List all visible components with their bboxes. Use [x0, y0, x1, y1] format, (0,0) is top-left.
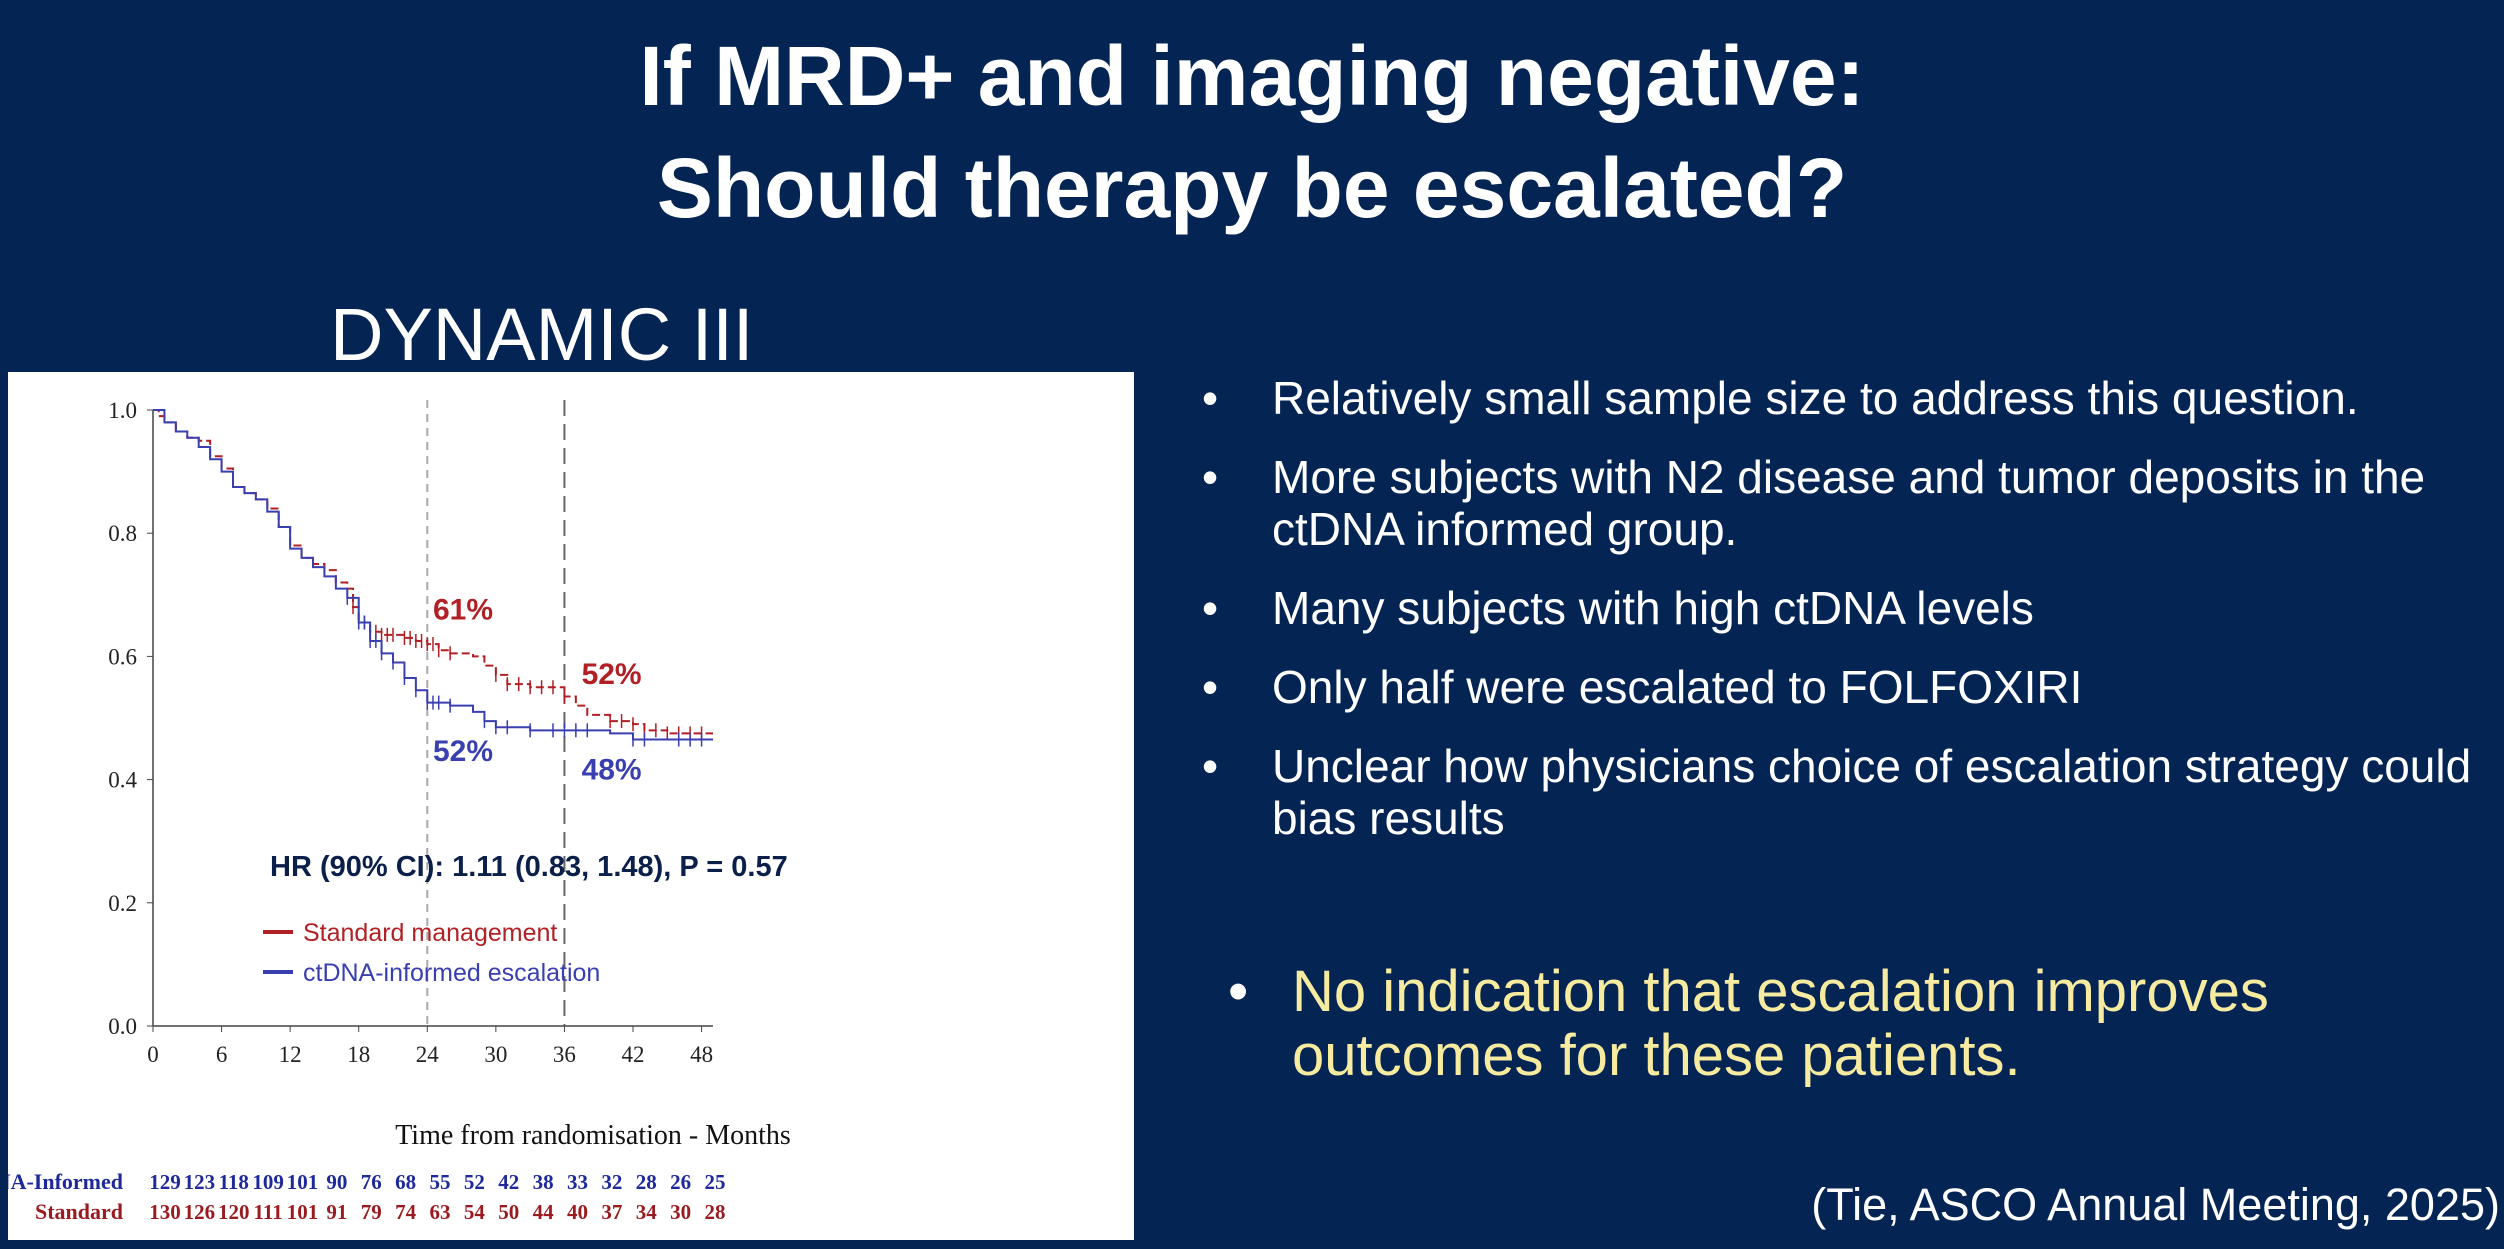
x-tick-label: 18 — [347, 1042, 370, 1067]
risk-table-value: 54 — [464, 1200, 486, 1224]
bullet-item: • Only half were escalated to FOLFOXIRI — [1190, 661, 2480, 713]
bullet-text: More subjects with N2 disease and tumor … — [1272, 451, 2426, 555]
x-tick-label: 48 — [690, 1042, 713, 1067]
risk-table-value: 32 — [601, 1170, 622, 1194]
bullet-marker: • — [1202, 372, 1219, 424]
bullet-text: Unclear how physicians choice of escalat… — [1272, 740, 2472, 844]
x-axis-label: Time from randomisation - Months — [395, 1120, 791, 1151]
survival-annotation: 61% — [433, 593, 493, 626]
x-tick-label: 0 — [147, 1042, 159, 1067]
x-tick-label: 24 — [416, 1042, 440, 1067]
trial-name: DYNAMIC III — [330, 293, 754, 376]
risk-table-value: 126 — [184, 1200, 216, 1224]
risk-table-value: 34 — [636, 1200, 658, 1224]
risk-table-value: 28 — [636, 1170, 657, 1194]
legend-label: ctDNA-informed escalation — [303, 959, 600, 987]
title-line-1: If MRD+ and imaging negative: — [639, 29, 1865, 123]
x-tick-label: 42 — [622, 1042, 645, 1067]
risk-table-value: 129 — [149, 1170, 181, 1194]
legend-label: Standard management — [303, 919, 557, 947]
y-tick-label: 0.6 — [108, 644, 137, 669]
risk-table-value: 52 — [464, 1170, 485, 1194]
risk-table-value: 28 — [705, 1200, 726, 1224]
hazard-ratio-text: HR (90% CI): 1.11 (0.83, 1.48), P = 0.57 — [270, 851, 788, 883]
bullet-item: • Many subjects with high ctDNA levels — [1190, 582, 2480, 634]
y-tick-label: 1.0 — [108, 398, 137, 423]
bullet-text: Only half were escalated to FOLFOXIRI — [1272, 661, 2083, 713]
bullet-marker: • — [1202, 661, 1219, 713]
risk-table-value: 118 — [219, 1170, 249, 1194]
bullet-item: • Relatively small sample size to address… — [1190, 372, 2480, 424]
survival-annotation: 48% — [582, 754, 642, 787]
risk-table-value: 44 — [533, 1200, 555, 1224]
risk-table-value: 25 — [705, 1170, 726, 1194]
risk-table-value: 33 — [567, 1170, 588, 1194]
risk-table-value: 130 — [149, 1200, 181, 1224]
bullet-marker: • — [1202, 740, 1219, 792]
risk-table-value: 79 — [361, 1200, 382, 1224]
bullet-item: • More subjects with N2 disease and tumor… — [1190, 451, 2480, 555]
slide-title: If MRD+ and imaging negative: Should the… — [0, 20, 2504, 244]
citation: (Tie, ASCO Annual Meeting, 2025) — [1811, 1179, 2500, 1230]
x-tick-label: 6 — [216, 1042, 228, 1067]
risk-table-value: 74 — [395, 1200, 417, 1224]
risk-table-value: 55 — [430, 1170, 451, 1194]
y-tick-label: 0.4 — [108, 768, 137, 793]
bullet-text: Many subjects with high ctDNA levels — [1272, 582, 2034, 634]
bullet-marker: • — [1202, 582, 1219, 634]
risk-table-value: 76 — [361, 1170, 382, 1194]
risk-table-value: 38 — [533, 1170, 554, 1194]
conclusion-text: No indication that escalation improves o… — [1292, 959, 2269, 1088]
bullet-text: Relatively small sample size to address … — [1272, 372, 2359, 424]
y-tick-label: 0.2 — [108, 891, 137, 916]
y-tick-label: 0.8 — [108, 521, 137, 546]
risk-table-value: 90 — [326, 1170, 347, 1194]
risk-table-value: 101 — [287, 1200, 319, 1224]
conclusion-item: • No indication that escalation improves… — [1220, 960, 2480, 1088]
risk-table-value: 50 — [498, 1200, 519, 1224]
risk-table-value: 91 — [326, 1200, 347, 1224]
y-tick-label: 0.0 — [108, 1014, 137, 1039]
risk-table-value: 120 — [218, 1200, 250, 1224]
bullet-marker: • — [1202, 451, 1219, 503]
conclusion-list: • No indication that escalation improves… — [1220, 960, 2480, 1088]
risk-table-value: 68 — [395, 1170, 416, 1194]
survival-annotation: 52% — [582, 658, 642, 691]
risk-table-row-label: Standard — [35, 1199, 123, 1224]
bullet-marker: • — [1228, 959, 1249, 1024]
risk-table-value: 109 — [252, 1170, 284, 1194]
bullet-list: • Relatively small sample size to address… — [1190, 372, 2480, 871]
x-tick-label: 30 — [484, 1042, 507, 1067]
risk-table-value: 63 — [430, 1200, 451, 1224]
risk-table-value: 101 — [287, 1170, 319, 1194]
x-tick-label: 12 — [279, 1042, 302, 1067]
risk-table-value: 42 — [498, 1170, 519, 1194]
survival-annotation: 52% — [433, 735, 493, 768]
x-tick-label: 36 — [553, 1042, 576, 1067]
risk-table-value: 37 — [601, 1200, 622, 1224]
risk-table-value: 40 — [567, 1200, 588, 1224]
bullet-item: • Unclear how physicians choice of escala… — [1190, 740, 2480, 844]
km-chart-svg: 0.0 0.2 0.4 0.6 0.8 1.0 0 6 12 18 24 30 36 42 48 61% 52%… — [8, 398, 791, 1224]
risk-table-row-label: ctDNA-Informed — [8, 1169, 123, 1194]
kaplan-meier-chart: 0.0 0.2 0.4 0.6 0.8 1.0 0 6 12 18 24 30 36 42 48 61% 52%… — [8, 372, 1134, 1240]
risk-table-value: 30 — [670, 1200, 691, 1224]
risk-table-value: 123 — [184, 1170, 216, 1194]
title-line-2: Should therapy be escalated? — [656, 141, 1848, 235]
risk-table-value: 111 — [254, 1200, 283, 1224]
risk-table-value: 26 — [670, 1170, 691, 1194]
